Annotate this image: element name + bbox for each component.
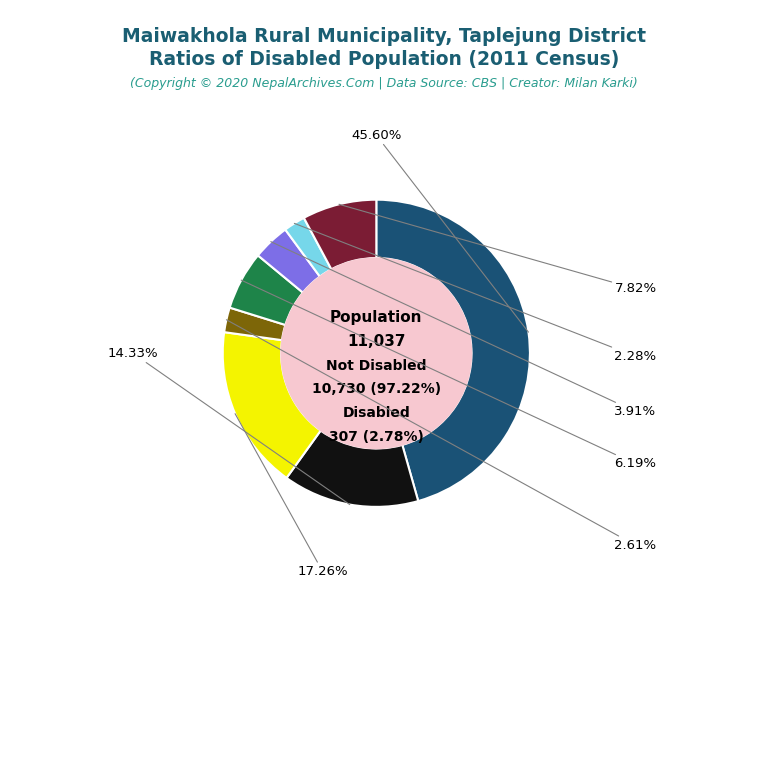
Wedge shape <box>230 256 303 325</box>
Text: Ratios of Disabled Population (2011 Census): Ratios of Disabled Population (2011 Cens… <box>149 50 619 69</box>
Wedge shape <box>286 431 419 507</box>
Text: 45.60%: 45.60% <box>351 129 528 332</box>
Text: Not Disabled: Not Disabled <box>326 359 426 372</box>
Text: Maiwakhola Rural Municipality, Taplejung District: Maiwakhola Rural Municipality, Taplejung… <box>122 27 646 46</box>
Text: 6.19%: 6.19% <box>241 280 657 470</box>
Text: 17.26%: 17.26% <box>235 414 348 578</box>
Text: 7.82%: 7.82% <box>339 204 657 295</box>
Text: Population: Population <box>330 310 422 326</box>
Text: 11,037: 11,037 <box>347 334 406 349</box>
Wedge shape <box>304 200 376 270</box>
Wedge shape <box>224 308 286 340</box>
Text: 14.33%: 14.33% <box>108 347 349 505</box>
Text: (Copyright © 2020 NepalArchives.Com | Data Source: CBS | Creator: Milan Karki): (Copyright © 2020 NepalArchives.Com | Da… <box>130 77 638 90</box>
Text: 10,730 (97.22%): 10,730 (97.22%) <box>312 382 441 396</box>
Text: 2.61%: 2.61% <box>227 319 657 551</box>
Wedge shape <box>258 230 320 293</box>
Wedge shape <box>285 218 332 276</box>
Wedge shape <box>223 332 321 478</box>
Text: 307 (2.78%): 307 (2.78%) <box>329 430 424 444</box>
Text: 2.28%: 2.28% <box>294 223 657 362</box>
Circle shape <box>281 258 472 449</box>
Wedge shape <box>376 200 530 501</box>
Text: 3.91%: 3.91% <box>271 242 657 418</box>
Text: Disabled: Disabled <box>343 406 410 420</box>
